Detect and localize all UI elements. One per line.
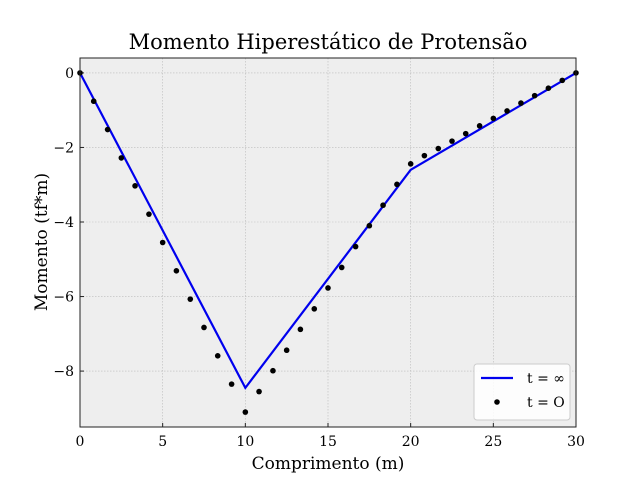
y-tick-label: −4 xyxy=(53,215,74,231)
x-axis-label: Comprimento (m) xyxy=(252,454,405,474)
data-point-t-zero xyxy=(421,152,428,159)
data-point-t-zero xyxy=(366,222,373,229)
data-point-t-zero xyxy=(407,161,414,167)
data-point-t-zero xyxy=(435,145,442,152)
data-point-t-zero xyxy=(380,202,386,209)
y-tick-label: −8 xyxy=(53,364,74,380)
data-point-t-zero xyxy=(352,243,359,250)
data-point-t-zero xyxy=(132,183,138,189)
data-point-t-zero xyxy=(90,98,97,105)
series xyxy=(77,70,579,415)
data-point-t-zero xyxy=(201,324,207,331)
ticks: 0 5 10 15 20 25 30 0 −2 −4 −6 −8 xyxy=(53,66,585,450)
series-line-t-infinity xyxy=(79,71,577,390)
data-point-t-zero xyxy=(283,347,290,354)
x-tick-label: 20 xyxy=(402,434,420,450)
data-point-t-zero xyxy=(214,353,221,359)
x-tick-label: 15 xyxy=(319,434,337,450)
data-point-t-zero xyxy=(476,123,483,129)
data-point-t-zero xyxy=(338,264,345,271)
data-point-t-zero xyxy=(504,108,510,114)
data-point-t-zero xyxy=(297,326,304,333)
legend-label-t-zero: t = O xyxy=(527,395,565,411)
legend-label-t-infinity: t = ∞ xyxy=(527,371,565,387)
data-point-t-zero xyxy=(159,239,166,246)
data-point-t-zero xyxy=(449,138,455,144)
data-point-t-zero xyxy=(462,130,469,137)
data-point-t-zero xyxy=(228,381,235,387)
data-point-t-zero xyxy=(518,100,524,106)
data-point-t-zero xyxy=(187,296,194,302)
data-point-t-zero xyxy=(545,85,552,91)
legend-point-marker xyxy=(494,399,500,405)
chart-title: Momento Hiperestático de Protensão xyxy=(129,30,528,54)
data-point-t-zero xyxy=(311,306,318,312)
x-tick-label: 30 xyxy=(567,434,585,450)
data-point-t-zero xyxy=(531,92,538,99)
data-point-t-zero xyxy=(325,285,331,291)
x-tick-label: 5 xyxy=(158,434,167,450)
data-point-t-zero xyxy=(173,268,180,274)
x-tick-label: 10 xyxy=(236,434,254,450)
data-point-t-zero xyxy=(270,367,276,374)
data-point-t-zero xyxy=(256,388,262,395)
y-axis-label: Momento (tf*m) xyxy=(32,173,52,311)
data-point-t-zero xyxy=(490,115,497,122)
data-point-t-zero xyxy=(104,126,111,133)
y-tick-label: 0 xyxy=(65,66,74,82)
x-tick-label: 25 xyxy=(484,434,502,450)
data-point-t-zero xyxy=(559,77,566,84)
y-tick-label: −2 xyxy=(53,140,74,156)
plot-frame xyxy=(79,57,577,428)
x-tick-label: 0 xyxy=(76,434,85,450)
legend: t = ∞ t = O xyxy=(473,363,571,421)
data-point-t-zero xyxy=(242,409,249,415)
data-point-t-zero xyxy=(394,181,400,188)
y-tick-label: −6 xyxy=(53,290,74,306)
data-point-t-zero xyxy=(118,155,125,161)
data-point-t-zero xyxy=(146,211,152,217)
